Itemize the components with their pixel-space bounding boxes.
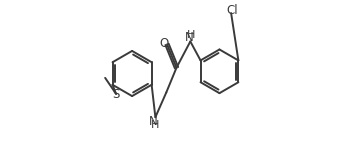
Text: H: H	[187, 30, 196, 40]
Text: N: N	[149, 115, 157, 128]
Text: N: N	[185, 31, 193, 44]
Text: S: S	[112, 88, 120, 101]
Text: O: O	[159, 37, 168, 50]
Text: H: H	[151, 120, 160, 130]
Text: Cl: Cl	[227, 4, 238, 17]
